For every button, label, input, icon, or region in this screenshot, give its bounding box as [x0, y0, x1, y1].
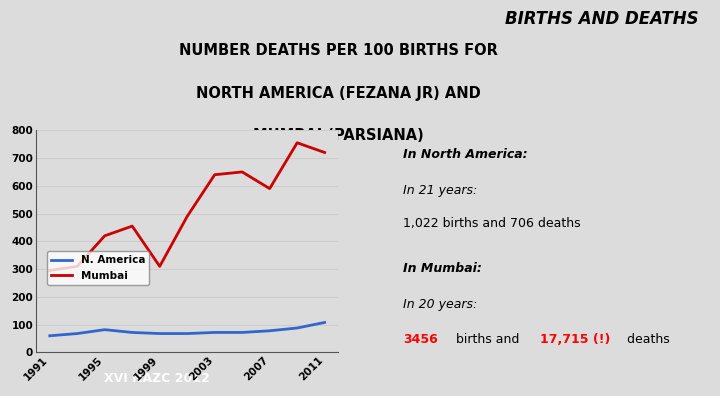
- Text: 3456: 3456: [403, 333, 438, 346]
- Text: MUMBAI (PARSIANA): MUMBAI (PARSIANA): [253, 128, 424, 143]
- Text: 17,715 (!): 17,715 (!): [540, 333, 611, 346]
- Text: 1,022 births and 706 deaths: 1,022 births and 706 deaths: [403, 217, 581, 230]
- Text: BIRTHS AND DEATHS: BIRTHS AND DEATHS: [505, 10, 698, 27]
- Text: In North America:: In North America:: [403, 148, 528, 161]
- Legend: N. America, Mumbai: N. America, Mumbai: [48, 251, 149, 285]
- Text: In 21 years:: In 21 years:: [403, 184, 477, 197]
- Text: NORTH AMERICA (FEZANA JR) AND: NORTH AMERICA (FEZANA JR) AND: [196, 86, 481, 101]
- Text: births and: births and: [452, 333, 523, 346]
- Text: XVI NAZC 2012: XVI NAZC 2012: [104, 372, 210, 385]
- Text: In Mumbai:: In Mumbai:: [403, 262, 482, 275]
- Text: In 20 years:: In 20 years:: [403, 298, 477, 311]
- Text: deaths: deaths: [623, 333, 670, 346]
- Text: NUMBER DEATHS PER 100 BIRTHS FOR: NUMBER DEATHS PER 100 BIRTHS FOR: [179, 44, 498, 59]
